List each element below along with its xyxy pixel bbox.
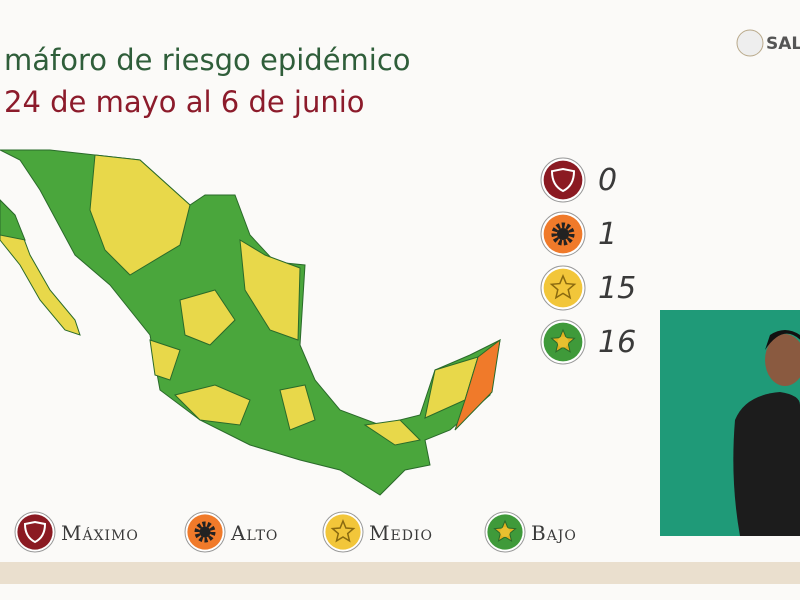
count-value: 15 — [598, 271, 636, 306]
level-icon — [540, 265, 586, 311]
level-icon — [184, 511, 226, 553]
level-icon — [540, 319, 586, 365]
title: máforo de riesgo epidémico — [4, 43, 411, 77]
interpreter-inset — [660, 310, 800, 536]
count-value: 16 — [598, 325, 636, 360]
icon-gear — [551, 222, 575, 246]
count-value: 1 — [598, 217, 617, 252]
icon-sun-core — [557, 336, 569, 348]
count-value: 0 — [598, 163, 617, 198]
map — [0, 149, 501, 496]
region-yellow — [363, 419, 422, 446]
logo-emblem — [736, 29, 764, 57]
person-body — [733, 392, 800, 536]
subtitle: 24 de mayo al 6 de junio — [4, 85, 365, 119]
region-yellow — [174, 384, 251, 426]
level-icon — [322, 511, 364, 553]
level-icon — [540, 157, 586, 203]
icon-disc — [17, 514, 53, 550]
icon-gear — [194, 521, 216, 543]
region-yellow — [279, 384, 316, 431]
legend-label: Medio — [369, 521, 433, 545]
icon-gear-hub — [556, 227, 570, 241]
person-head — [765, 334, 800, 386]
icon-star — [330, 519, 356, 543]
logo-text: SAL — [766, 34, 800, 54]
icon-star — [549, 273, 577, 300]
level-icon — [484, 511, 526, 553]
legend-label: Bajo — [531, 521, 577, 545]
bottom-band — [0, 562, 800, 584]
baja-north — [0, 199, 26, 241]
legend-label: Alto — [230, 521, 278, 545]
icon-shield — [550, 167, 576, 193]
region-yellow — [179, 289, 236, 346]
region-yellow — [239, 239, 301, 341]
region-yellow — [149, 339, 181, 381]
icon-sun-core — [500, 527, 510, 537]
level-icon — [540, 211, 586, 257]
legend-label: Máximo — [61, 521, 139, 545]
icon-disc — [543, 160, 583, 200]
person-hair — [765, 330, 800, 350]
level-icon — [14, 511, 56, 553]
region-yellow — [89, 154, 191, 276]
icon-shield — [23, 520, 47, 544]
region-orange — [454, 338, 501, 431]
icon-gear-hub — [199, 526, 211, 538]
